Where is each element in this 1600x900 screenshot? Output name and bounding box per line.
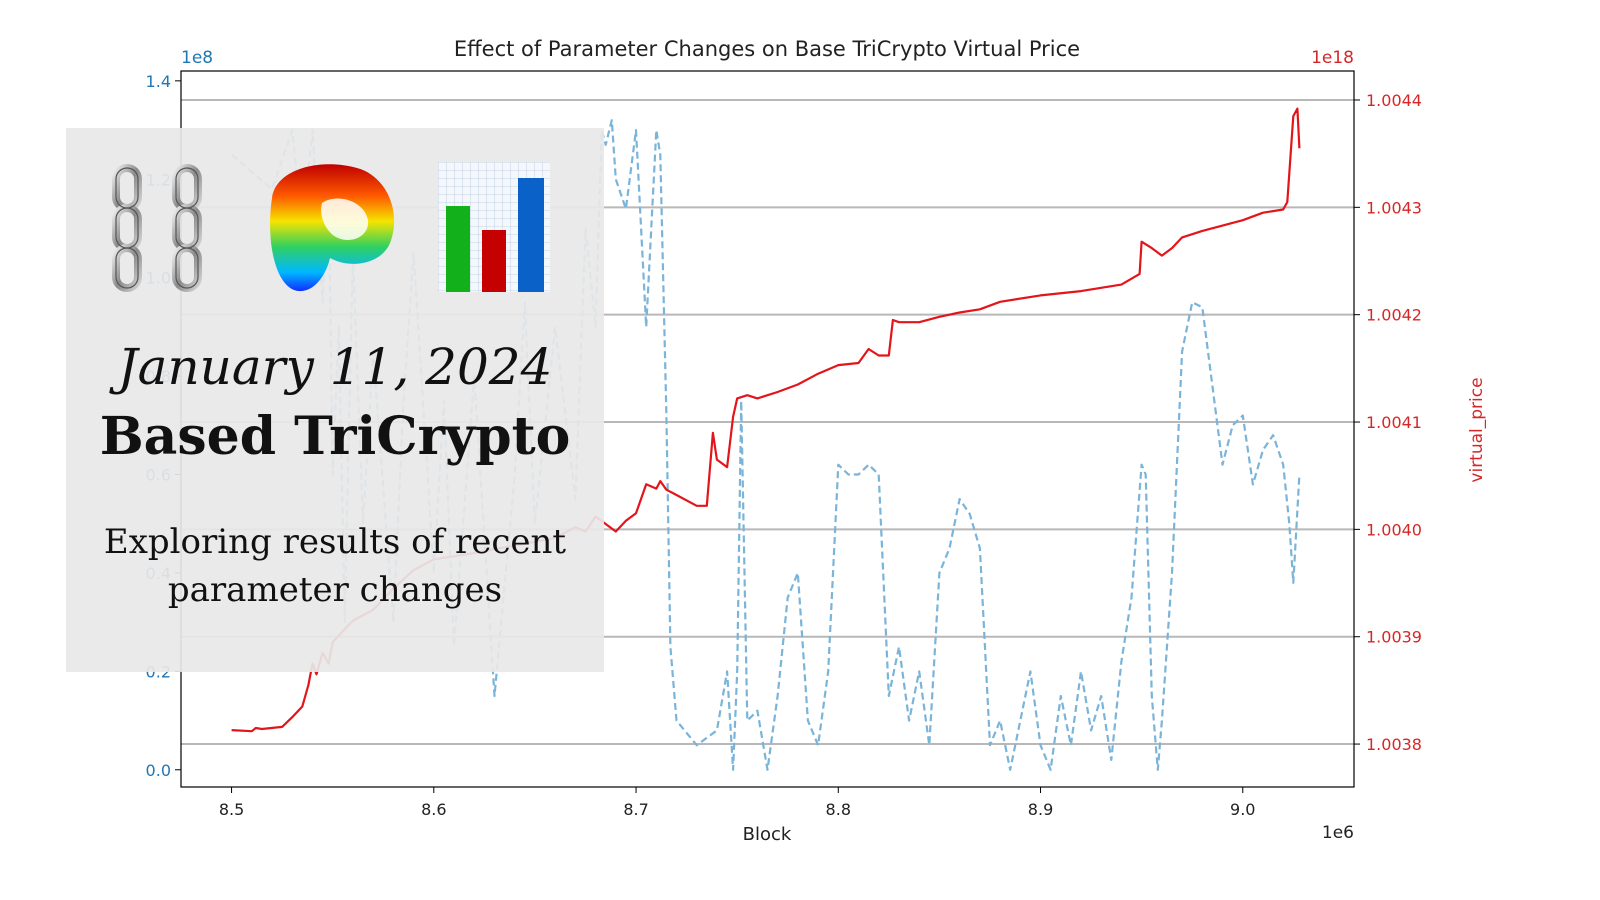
right-tick-label: 1.0041: [1366, 413, 1422, 432]
right-axis-multiplier: 1e18: [1311, 48, 1354, 68]
x-tick-label: 8.7: [623, 800, 648, 819]
curve-logo-icon: [270, 164, 395, 292]
right-axis-ticks: 1.0038 1.0039 1.0040 1.0041 1.0042 1.0043 1.00…: [1354, 91, 1422, 754]
x-tick-label: 8.8: [826, 800, 851, 819]
x-axis-ticks: 8.5 8.6 8.7 8.8 8.9 9.0: [219, 787, 1255, 819]
left-axis-multiplier: 1e8: [181, 48, 213, 68]
x-axis-multiplier: 1e6: [1322, 823, 1354, 843]
chain-links-icon: [112, 164, 202, 292]
x-tick-label: 8.9: [1028, 800, 1053, 819]
left-tick-label: 0.0: [146, 761, 171, 780]
right-tick-label: 1.0044: [1366, 91, 1422, 110]
right-tick-label: 1.0042: [1366, 306, 1422, 325]
post-title: Based TriCrypto: [99, 406, 571, 467]
right-tick-label: 1.0040: [1366, 520, 1422, 539]
bar-chart-icon: [438, 162, 550, 292]
right-tick-label: 1.0038: [1366, 735, 1422, 754]
right-tick-label: 1.0043: [1366, 198, 1422, 217]
title-card: January 11, 2024 Based TriCrypto Explori…: [66, 128, 604, 672]
x-tick-label: 8.6: [421, 800, 446, 819]
x-tick-label: 8.5: [219, 800, 244, 819]
post-subtitle: Exploring results of recent parameter ch…: [103, 522, 567, 610]
right-axis-label: virtual_price: [1467, 377, 1487, 482]
left-tick-label: 1.4: [146, 72, 171, 91]
x-tick-label: 9.0: [1230, 800, 1255, 819]
x-axis-label: Block: [743, 824, 792, 845]
post-date: January 11, 2024: [117, 338, 553, 396]
right-tick-label: 1.0039: [1366, 628, 1422, 647]
chart-title: Effect of Parameter Changes on Base TriC…: [454, 37, 1080, 61]
